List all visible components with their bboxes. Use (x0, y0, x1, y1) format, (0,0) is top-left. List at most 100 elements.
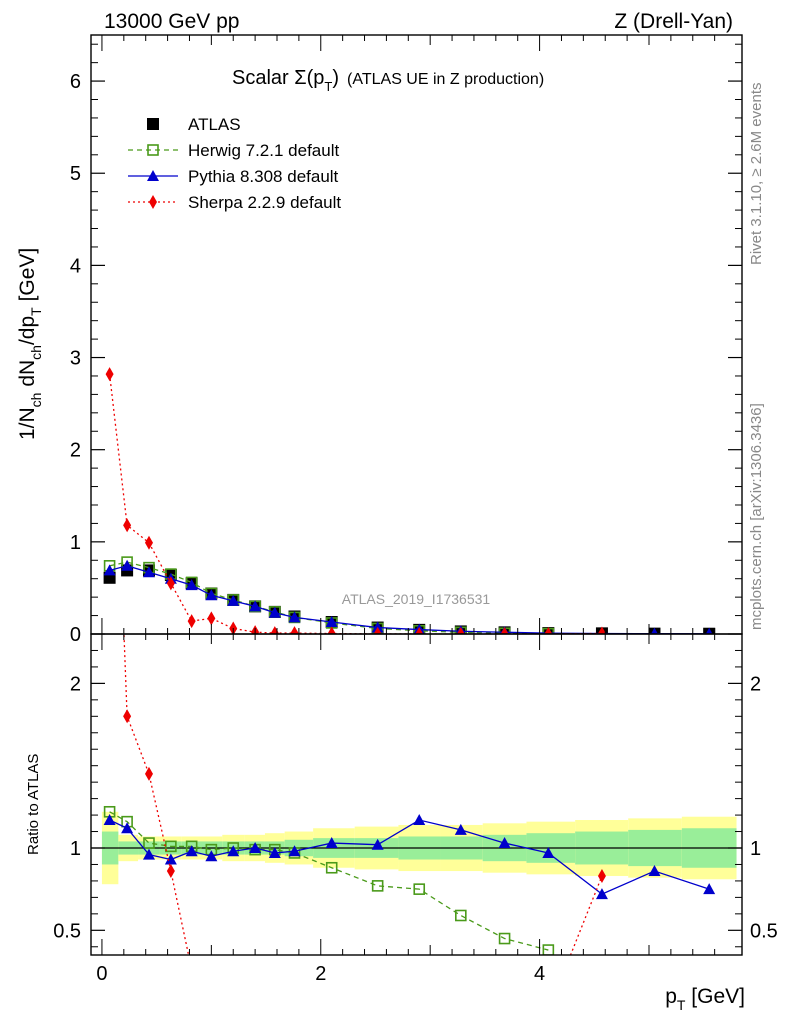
side-label-mcplots: mcplots.cern.ch [arXiv:1306.3436] (748, 403, 765, 630)
sherpa-ratio-point (501, 1004, 509, 1018)
legend-entry: Sherpa 2.2.9 default (128, 193, 341, 212)
ratio-y-tick-label-right: 1 (750, 838, 761, 860)
pythia-ratio-point (703, 883, 716, 895)
pythia-ratio-point (121, 822, 134, 834)
sherpa-main-point (270, 626, 279, 634)
sherpa-ratio-point (271, 1002, 279, 1016)
legend-entry: ATLAS (147, 115, 241, 134)
sherpa-ratio-point (597, 868, 606, 883)
sherpa-main-point (144, 535, 153, 550)
pythia-ratio-point (268, 846, 281, 858)
ratio-y-tick-label: 1 (70, 838, 81, 860)
pythia-ratio-point (498, 837, 511, 849)
pythia-main-point (142, 566, 155, 578)
sherpa-main-point (327, 626, 336, 634)
x-tick-label: 4 (534, 963, 545, 985)
sherpa-ratio-point (415, 1004, 423, 1018)
sherpa-main-point (105, 367, 114, 382)
pythia-ratio-point (648, 865, 661, 877)
herwig-ratio-point (371, 880, 384, 892)
y-tick-label: 2 (70, 440, 81, 462)
pythia-ratio-point (325, 837, 338, 849)
legend-marker (147, 118, 159, 130)
sherpa-ratio-point (291, 1002, 299, 1016)
herwig-ratio-point (413, 883, 426, 895)
header-left: 13000 GeV pp (104, 10, 239, 33)
pythia-ratio-point (142, 848, 155, 860)
pythia-ratio-point (227, 845, 240, 857)
pythia-ratio-point (454, 823, 467, 835)
pythia-ratio-point (595, 888, 608, 900)
ratio-y-tick-label: 2 (70, 673, 81, 695)
header-right: Z (Drell-Yan) (614, 10, 733, 33)
sherpa-main-point (207, 611, 216, 626)
pythia-ratio-point (413, 814, 426, 826)
y-tick-label: 5 (70, 163, 81, 185)
y-tick-label: 1 (70, 532, 81, 554)
y-tick-label: 3 (70, 348, 81, 370)
y-axis-label-bottom: Ratio to ATLAS (25, 754, 42, 855)
sherpa-ratio-point (188, 963, 196, 977)
pythia-ratio-point (185, 845, 198, 857)
herwig-ratio-point (542, 944, 555, 955)
pythia-ratio-point (542, 846, 555, 858)
pythia-main-point (185, 579, 198, 591)
pythia-main-point (103, 564, 116, 576)
legend-marker (147, 170, 159, 181)
sherpa-ratio-point (144, 766, 153, 781)
pythia-ratio-point (249, 842, 262, 853)
herwig-ratio-point (143, 837, 155, 849)
sherpa-ratio-point (457, 1004, 465, 1018)
legend-entry: Pythia 8.308 default (128, 167, 339, 186)
plot-title: Scalar Σ(pT) (ATLAS UE in Z production) (232, 67, 544, 94)
y-axis-label-top: 1/Nch dNch/dpT [GeV] (16, 248, 44, 440)
pythia-main-point (205, 589, 218, 601)
pythia-ratio-point (164, 853, 177, 865)
pythia-ratio-point (103, 814, 116, 826)
legend-entry: Herwig 7.2.1 default (128, 141, 339, 160)
legend-label: ATLAS (188, 115, 241, 134)
pythia-main-point (651, 627, 658, 634)
sherpa-main-point (597, 626, 606, 634)
y-tick-label: 4 (70, 255, 81, 277)
main-series-group (103, 367, 716, 634)
x-tick-label: 0 (96, 963, 107, 985)
sherpa-main-point (500, 626, 509, 634)
ratio-frame (90, 633, 743, 956)
legend-label: Pythia 8.308 default (188, 167, 339, 186)
watermark: ATLAS_2019_I1736531 (342, 591, 491, 607)
legend-marker (147, 144, 159, 156)
sherpa-ratio-point (106, 248, 114, 262)
sherpa-ratio-point (207, 973, 215, 987)
side-label-rivet: Rivet 3.1.10, ≥ 2.6M events (748, 83, 765, 266)
herwig-ratio-point (498, 932, 511, 945)
herwig-ratio-point (455, 909, 467, 922)
pythia-main-point (249, 600, 262, 612)
herwig-ratio-point (325, 861, 338, 874)
pythia-ratio-point (288, 845, 301, 857)
legend-marker (149, 195, 157, 209)
sherpa-main-point (544, 626, 553, 634)
pythia-main-point (227, 594, 240, 606)
legend-label: Sherpa 2.2.9 default (188, 193, 341, 212)
pythia-main-point (121, 559, 134, 571)
y-tick-label: 6 (70, 71, 81, 93)
sherpa-ratio-point (123, 709, 132, 724)
ratio-y-tick-label-right: 0.5 (750, 920, 778, 942)
ratio-y-tick-label-right: 2 (750, 673, 761, 695)
sherpa-main-point (187, 614, 196, 629)
herwig-ratio-line (109, 811, 549, 951)
x-axis-label: pT [GeV] (665, 985, 745, 1013)
sherpa-main-point (456, 626, 465, 634)
x-tick-label: 2 (315, 963, 326, 985)
pythia-main-point (288, 611, 301, 623)
ratio-series-group (103, 248, 716, 1018)
sherpa-main-point (123, 518, 132, 533)
pythia-ratio-point (371, 838, 384, 850)
sherpa-main-point (229, 621, 238, 634)
ratio-panel: 0.5 0.5 1 1 2 2 0 2 4 (53, 248, 778, 1018)
sherpa-ratio-point (251, 997, 259, 1011)
sherpa-ratio-point (544, 1004, 552, 1018)
legend-label: Herwig 7.2.1 default (188, 141, 339, 160)
